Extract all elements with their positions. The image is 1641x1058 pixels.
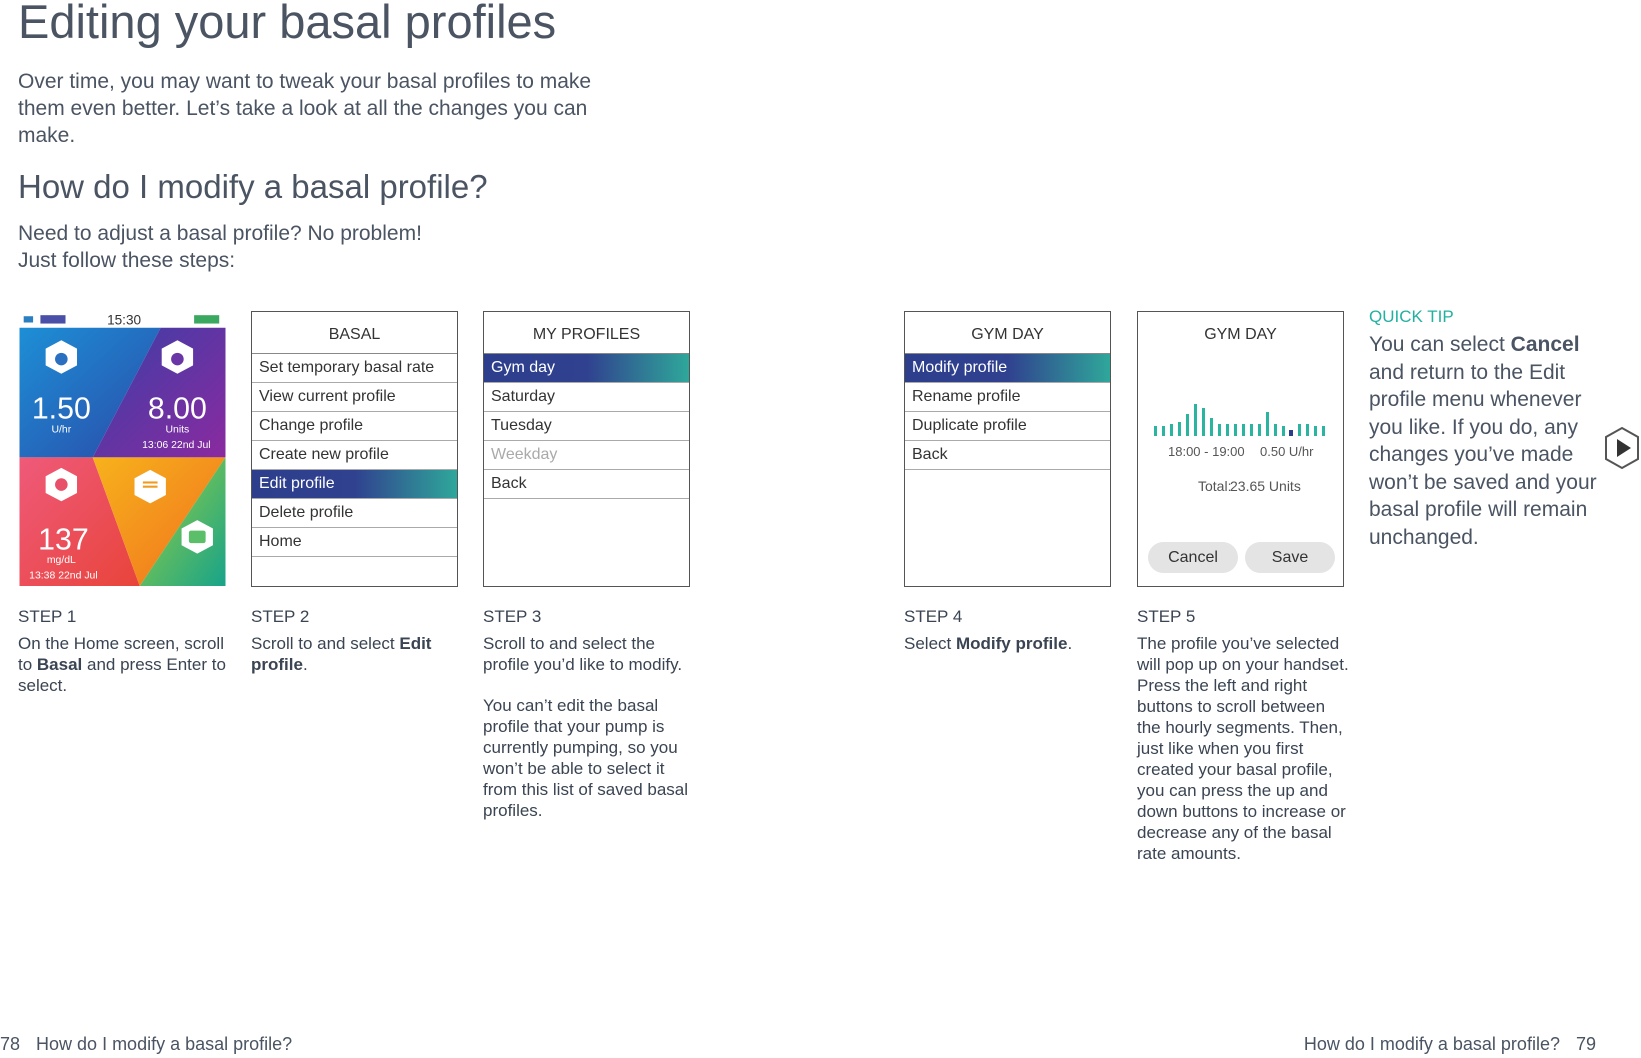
menu-item: Home <box>252 528 457 557</box>
step: STEP 3 Scroll to and select the profile y… <box>483 606 698 841</box>
menu-item: Delete profile <box>252 499 457 528</box>
step-label: STEP 3 <box>483 607 542 626</box>
menu-item: Modify profile <box>905 354 1110 383</box>
menu-item: Edit profile <box>252 470 457 499</box>
text-run: Cancel <box>1510 333 1580 356</box>
page-number: 78 <box>0 1034 21 1054</box>
step-text: Select Modify profile. <box>904 633 1119 654</box>
footer-right: How do I modify a basal profile? 79 <box>1304 1034 1596 1055</box>
page-title: Editing your basal profiles <box>18 0 557 48</box>
step-label: STEP 4 <box>904 607 963 626</box>
menu-screen: MY PROFILES Gym day Saturday Tuesday Weekday… <box>483 311 690 587</box>
segment-rate: 0.50 U/hr <box>1260 444 1314 459</box>
insulin-unit: Units <box>166 424 190 435</box>
intro: Over time, you may want to tweak your ba… <box>18 70 592 147</box>
step: STEP 2 Scroll to and select Edit profile. <box>251 606 466 695</box>
menu-screen: BASAL Set temporary basal rate View curren… <box>251 311 458 587</box>
text-run: Scroll to and select the profile you’d l… <box>483 634 683 674</box>
time: 15:30 <box>107 313 141 328</box>
tip-label: QUICK TIP <box>1369 307 1454 326</box>
menu-title: GYM DAY <box>905 312 1110 354</box>
step: STEP 4 Select Modify profile. <box>904 606 1119 674</box>
text-run: You can’t edit the basal profile that yo… <box>483 696 689 820</box>
menu-title: MY PROFILES <box>484 312 689 354</box>
step-text: On the Home screen, scroll to Basal and … <box>18 633 233 696</box>
menu-item: Back <box>484 470 689 499</box>
footer-title: How do I modify a basal profile? <box>1303 1034 1560 1054</box>
text-run: Basal <box>36 655 83 674</box>
menu-item: Gym day <box>484 354 689 383</box>
step-text: You can’t edit the basal profile that yo… <box>483 695 698 821</box>
menu-item: Create new profile <box>252 441 457 470</box>
text-run: On the Home screen, scroll to <box>18 634 224 674</box>
text-run: Scroll to and select <box>251 634 400 653</box>
next-icon[interactable] <box>1604 426 1640 470</box>
menu-item: Weekday <box>484 441 689 470</box>
step-text: Scroll to and select the profile you’d l… <box>483 633 698 675</box>
menu-item: Change profile <box>252 412 457 441</box>
footer-title: How do I modify a basal profile? <box>36 1034 293 1054</box>
step-label: STEP 2 <box>251 607 310 626</box>
menu-item: Saturday <box>484 383 689 412</box>
menu-item: Tuesday <box>484 412 689 441</box>
tip-text: You can select Cancel and return to the … <box>1369 331 1599 551</box>
text-run: and press Enter to select. <box>18 655 226 695</box>
footer-left: 78 How do I modify a basal profile? <box>0 1034 292 1055</box>
step-label: STEP 5 <box>1137 607 1196 626</box>
insulin-time: 13:06 22nd Jul <box>142 440 210 451</box>
home-screen: 15:30 1.50 U/hr 8.00 Units 13:06 22nd Ju… <box>19 311 226 586</box>
text-run: . <box>1067 634 1073 653</box>
edit-screen: GYM DAY 18:00 - 19:00 0.50 U/hr Total: 2… <box>1137 311 1344 587</box>
text-run: Modify profile <box>955 634 1068 653</box>
line: Just follow these steps: <box>18 249 236 272</box>
total-label: Total: <box>1198 478 1232 494</box>
segment: 18:00 - 19:00 <box>1168 444 1245 459</box>
step-text: The profile you’ve selected will pop up … <box>1137 633 1352 864</box>
menu-item: Set temporary basal rate <box>252 354 457 383</box>
total: 23.65 Units <box>1230 478 1301 494</box>
text-run: You can select <box>1369 333 1511 356</box>
text-run: Select <box>904 634 956 653</box>
glucose-unit: mg/dL <box>47 555 76 566</box>
menu-item: Back <box>905 441 1110 470</box>
segment-bars <box>1154 404 1325 436</box>
quick-tip: QUICK TIP You can select Cancel and retu… <box>1369 307 1599 551</box>
glucose-time: 13:38 22nd Jul <box>29 571 97 582</box>
step: STEP 5 The profile you’ve selected will p… <box>1137 606 1352 884</box>
menu-item: Rename profile <box>905 383 1110 412</box>
step-text: Scroll to and select Edit profile. <box>251 633 466 675</box>
text-run: Edit profile <box>251 634 432 674</box>
menu-item: Duplicate profile <box>905 412 1110 441</box>
save-button[interactable]: Save <box>1245 542 1335 573</box>
glucose: 137 <box>38 523 89 556</box>
line: Need to adjust a basal profile? No probl… <box>18 222 422 245</box>
page-number: 79 <box>1575 1034 1596 1054</box>
menu-title: BASAL <box>252 312 457 354</box>
menu-screen: GYM DAY Modify profile Rename profile Dupli… <box>904 311 1111 587</box>
cancel-button[interactable]: Cancel <box>1148 542 1238 573</box>
menu-item: View current profile <box>252 383 457 412</box>
insulin: 8.00 <box>148 393 207 426</box>
step: STEP 1 On the Home screen, scroll to Basa… <box>18 606 233 716</box>
section-lines: Need to adjust a basal profile? No probl… <box>18 220 422 274</box>
text-run: . <box>302 655 308 674</box>
text-run: The profile you’ve selected will pop up … <box>1137 634 1349 863</box>
section-heading: How do I modify a basal profile? <box>18 168 488 205</box>
rate-unit: U/hr <box>51 424 71 435</box>
rate: 1.50 <box>32 393 91 426</box>
text-run: and return to the Edit profile menu when… <box>1369 360 1597 549</box>
edit-title: GYM DAY <box>1204 326 1277 343</box>
step-label: STEP 1 <box>18 607 77 626</box>
